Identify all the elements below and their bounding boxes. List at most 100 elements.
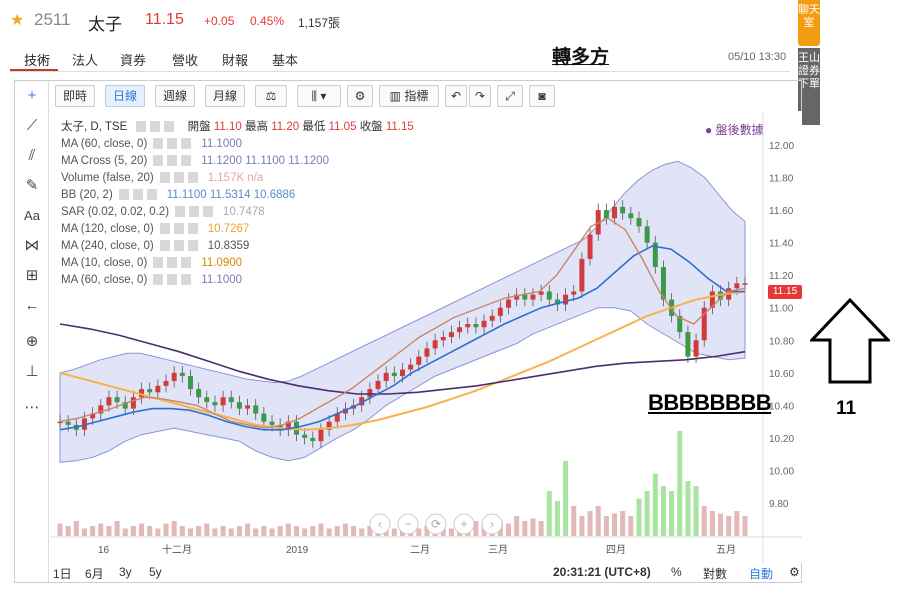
indicator-legend: 太子, D, TSE 開盤 11.10 最高 11.20 最低 11.05 收盤… [61,119,501,289]
text-tool-icon[interactable]: Aa [24,208,40,223]
legend-indicator-controls[interactable] [159,223,202,235]
redo-icon[interactable]: ↷ [469,85,491,107]
volume-bar [652,473,658,536]
legend-indicator-name[interactable]: MA (240, close, 0) [61,240,154,252]
legend-indicator-name[interactable]: MA (10, close, 0) [61,257,148,269]
candle-body [701,307,707,341]
price-chart[interactable]: 12.00 11.80 11.60 11.40 11.20 11.00 10.80 10.60… [50,111,802,563]
range-5y[interactable]: 5y [149,565,162,579]
volume-bar [530,518,536,536]
candle-body [522,294,528,300]
tab-institutional[interactable]: 法人 [72,53,99,68]
ruler-icon[interactable]: ⊥ [25,363,39,380]
high-value: 11.20 [271,121,300,133]
percent-toggle[interactable]: % [671,565,682,579]
volume-bar [277,526,283,536]
legend-indicator-controls[interactable] [153,155,196,167]
candle-body [432,340,438,349]
pattern-icon[interactable]: ⋈ [24,237,40,254]
legend-indicator-controls[interactable] [153,274,196,286]
legend-indicator-name[interactable]: Volume (false, 20) [61,172,154,184]
volume-bar [701,506,707,536]
zoom-control-button[interactable] [481,513,503,535]
tab-revenue[interactable]: 營收 [172,53,199,68]
after-hours-link[interactable]: ● 盤後數據 [705,123,764,137]
more-icon[interactable]: ⋯ [24,399,40,416]
volume-bar [98,523,104,536]
legend-indicator-name[interactable]: MA (60, close, 0) [61,274,148,286]
legend-row: BB (20, 2) 11.1100 11.5314 10.6886 [61,187,501,204]
volume-bar [644,491,650,536]
legend-indicator-name[interactable]: MA (120, close, 0) [61,223,154,235]
favorite-star-icon[interactable]: ★ [10,12,25,29]
crosshair-icon[interactable]: + [27,87,37,104]
candle-body [90,413,96,419]
legend-indicator-controls[interactable] [153,257,196,269]
weekly-button[interactable]: 週線 [155,85,195,107]
legend-indicator-name[interactable]: MA (60, close, 0) [61,138,148,150]
volume-bar [318,523,324,536]
zoom-control-button[interactable] [369,513,391,535]
zoom-control-glyph: ‹ [378,517,382,531]
candle-body [408,364,414,370]
legend-indicator-controls[interactable] [175,206,218,218]
zoom-in-icon[interactable]: ⊕ [25,333,39,350]
brush-icon[interactable]: ✎ [25,177,39,194]
broker-order-tab[interactable]: 王山證券下單 [798,48,820,125]
range-3y[interactable]: 3y [119,565,132,579]
tab-financials[interactable]: 財報 [222,53,249,68]
chat-room-tab[interactable]: 聊天室 [798,0,820,46]
scale-icon[interactable]: ⚖ [255,85,287,107]
legend-controls[interactable] [136,121,179,133]
tab-margin[interactable]: 資券 [120,53,147,68]
candle-body [497,307,503,316]
price-tick-label: 11.60 [769,206,794,217]
volume-bar [310,526,316,536]
tab-basic[interactable]: 基本 [272,53,299,68]
legend-indicator-controls[interactable] [153,138,196,150]
candle-body [424,348,430,357]
candlestick-type-icon[interactable]: ⫼ ▾ [297,85,341,107]
fork-icon[interactable]: ⫽ [28,147,36,164]
price-tick-label: 10.00 [769,466,794,477]
legend-indicator-name[interactable]: BB (20, 2) [61,189,113,201]
candle-body [612,206,618,219]
scale-settings-icon[interactable]: ⚙ [789,565,800,579]
legend-indicator-name[interactable]: SAR (0.02, 0.02, 0.2) [61,206,170,218]
fullscreen-icon[interactable]: ⤢ [497,85,523,107]
candle-body [391,372,397,377]
auto-toggle[interactable]: 自動 [749,567,774,581]
undo-icon[interactable]: ↶ [445,85,467,107]
monthly-button[interactable]: 月線 [205,85,245,107]
volume-bar [546,491,552,536]
daily-button[interactable]: 日線 [105,85,145,107]
legend-indicator-controls[interactable] [159,240,202,252]
legend-indicator-name[interactable]: MA Cross (5, 20) [61,155,148,167]
zoom-control-button[interactable] [453,513,475,535]
volume-bar [147,526,153,536]
zoom-control-glyph: − [404,517,411,531]
legend-indicator-rows: MA (60, close, 0) 11.1000 MA Cross (5, 20)… [61,136,501,289]
volume-bar [65,526,71,536]
candle-body [734,283,740,289]
legend-indicator-controls[interactable] [118,189,161,201]
back-arrow-icon[interactable]: ← [24,297,40,314]
settings-gear-icon[interactable]: ⚙ [347,85,373,107]
indicators-button[interactable]: ▥ 指標 [379,85,439,107]
realtime-button[interactable]: 即時 [55,85,95,107]
log-toggle[interactable]: 對數 [703,567,728,581]
price-change-percent: 0.45% [250,14,285,28]
candle-body [326,421,332,430]
trendline-icon[interactable]: ⟋ [26,117,38,134]
measure-icon[interactable]: ⊞ [25,267,39,284]
range-1d[interactable]: 1日 [53,567,72,581]
legend-indicator-controls[interactable] [159,172,202,184]
candle-body [187,376,193,390]
range-6m[interactable]: 6月 [85,567,104,581]
volume-bar [139,523,145,536]
volume-bar [734,511,740,536]
zoom-control-button[interactable] [425,513,447,535]
zoom-control-button[interactable] [397,513,419,535]
camera-icon[interactable]: ◙ [529,85,555,107]
tab-technical[interactable]: 技術 [24,53,51,68]
